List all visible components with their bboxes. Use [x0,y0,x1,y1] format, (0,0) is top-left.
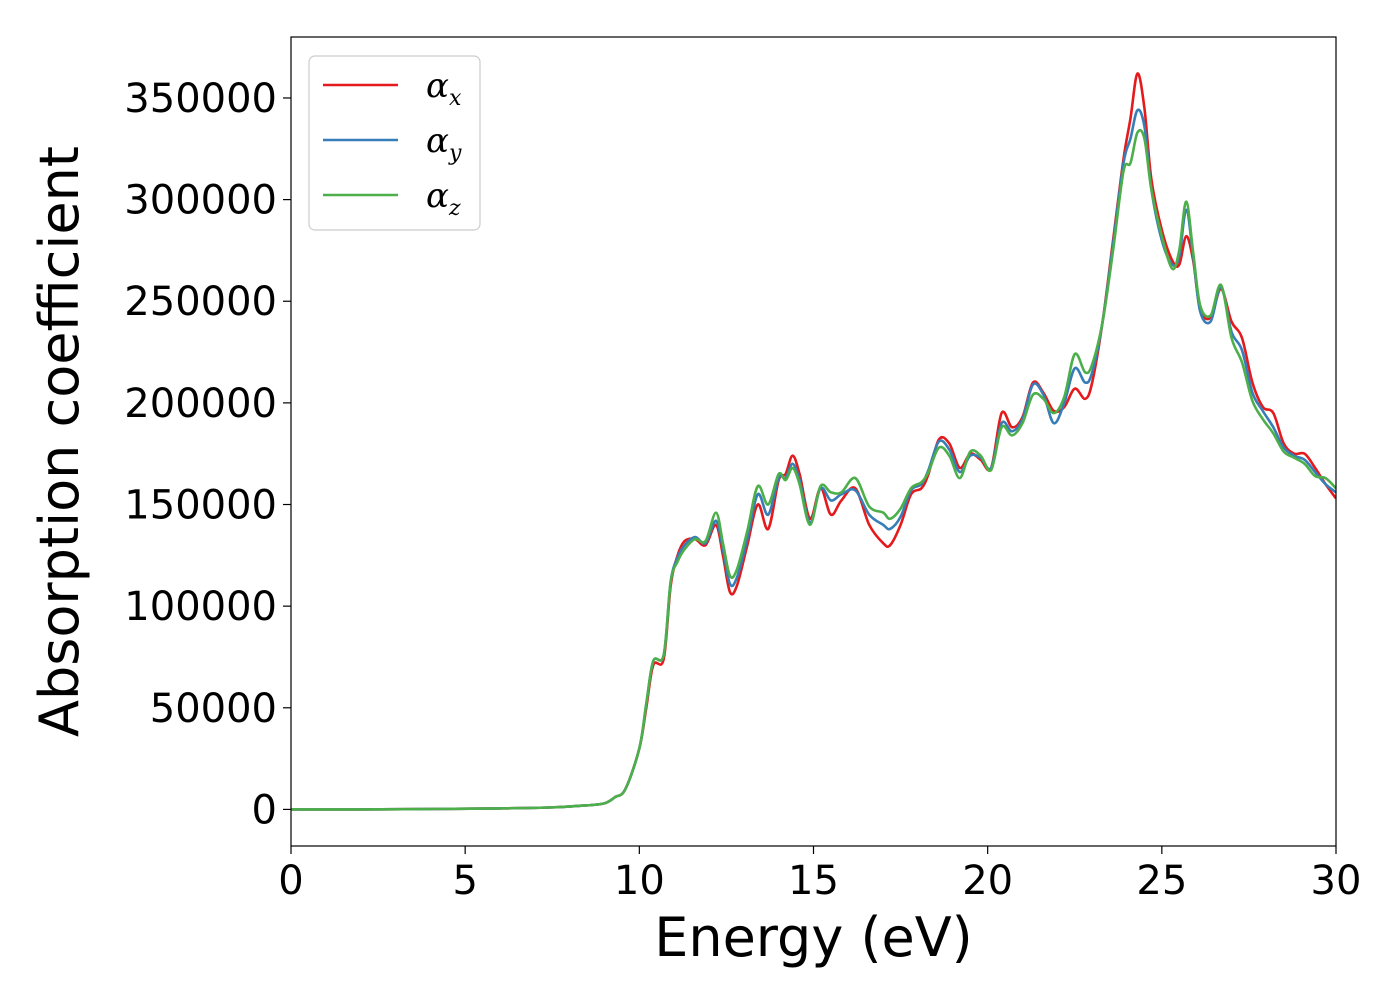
legend-label-alpha-x: αx [426,66,462,111]
series-line-alpha-z [291,128,1336,811]
legend-label-alpha-y: αy [426,121,462,166]
x-tick-label: 5 [452,858,477,904]
y-tick-label: 200000 [124,381,277,427]
legend-box [308,55,481,231]
x-axis-ticks: 0 5 10 15 20 25 30 [278,846,1361,904]
legend: αx αy αz [308,55,481,231]
x-tick-label: 0 [278,858,303,904]
x-tick-label: 20 [962,858,1013,904]
y-tick-label: 0 [252,787,277,833]
x-tick-label: 30 [1311,858,1362,904]
y-tick-label: 300000 [124,178,277,224]
x-tick-label: 25 [1136,858,1187,904]
y-tick-label: 100000 [124,584,277,630]
x-axis-label: Energy (eV) [654,906,973,969]
y-axis-ticks: 0 50000 100000 150000 200000 250000 300000 3500… [124,76,291,833]
legend-label-alpha-z: αz [426,176,461,221]
y-tick-label: 50000 [150,686,277,732]
y-tick-label: 250000 [124,279,277,325]
series-layer [291,72,1336,811]
y-tick-label: 150000 [124,483,277,529]
y-tick-label: 350000 [124,76,277,122]
y-axis-label: Absorption coefficient [28,146,91,737]
x-tick-label: 10 [614,858,665,904]
x-tick-label: 15 [788,858,839,904]
